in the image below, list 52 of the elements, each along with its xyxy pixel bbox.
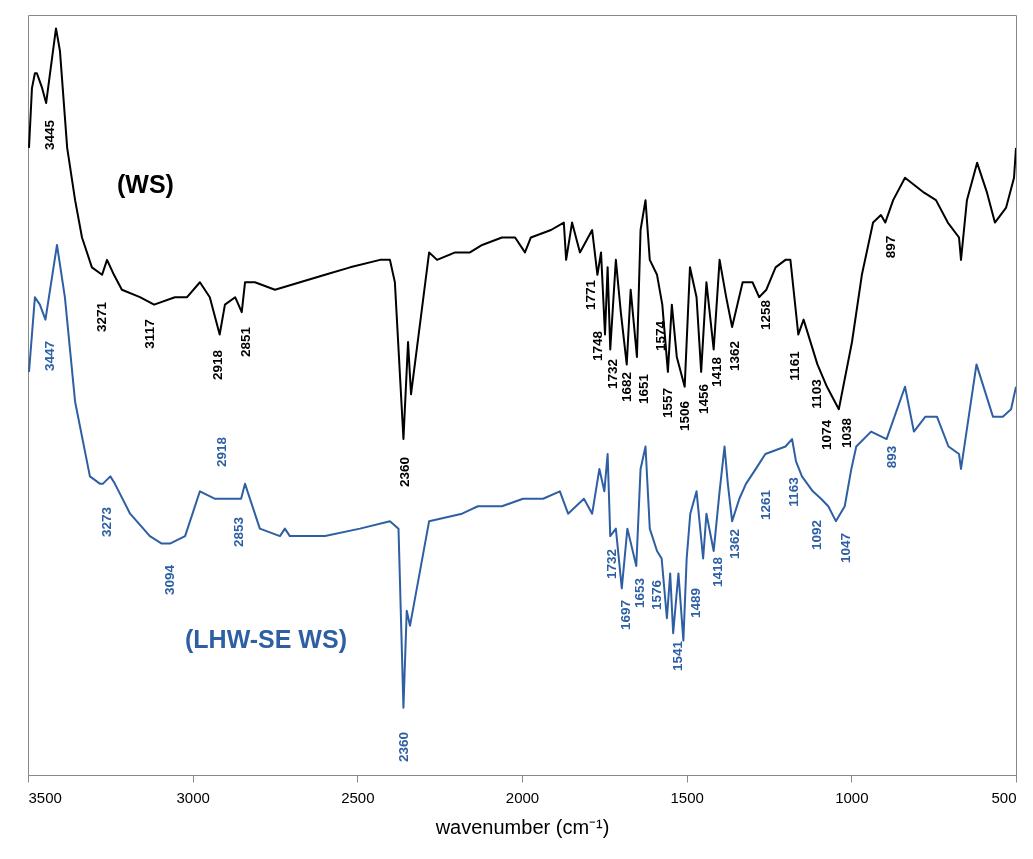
annotation: 3445 bbox=[42, 119, 57, 151]
x-axis-title: wavenumber (cm⁻¹) bbox=[434, 815, 610, 838]
annotation: 897 bbox=[883, 235, 898, 259]
annotation: 2360 bbox=[397, 456, 412, 488]
annotation: 2918 bbox=[214, 436, 229, 468]
annotation: 1047 bbox=[838, 532, 853, 564]
annotation: 1506 bbox=[677, 400, 692, 432]
annotation: 1697 bbox=[618, 599, 633, 631]
annotation: 1163 bbox=[786, 476, 801, 507]
annotation: 1418 bbox=[710, 556, 725, 588]
x-tick-label: 2000 bbox=[505, 788, 540, 806]
annotation: 1362 bbox=[727, 340, 742, 372]
annotation: 2360 bbox=[396, 731, 411, 763]
annotation: 1557 bbox=[660, 387, 675, 419]
annotation: 2918 bbox=[210, 349, 225, 381]
x-tick-label: 2500 bbox=[341, 788, 375, 806]
text: (LHW-SE WS) bbox=[185, 625, 347, 653]
annotation: 3094 bbox=[162, 564, 177, 596]
annotation: 1576 bbox=[649, 579, 664, 611]
annotation: 1748 bbox=[590, 330, 605, 362]
annotation: 1732 bbox=[604, 548, 619, 580]
annotation: 1456 bbox=[696, 383, 711, 415]
annotation: 1653 bbox=[632, 577, 647, 609]
annotation: 1541 bbox=[670, 640, 685, 672]
annotation: 2853 bbox=[231, 516, 246, 548]
annotation: 1092 bbox=[809, 519, 824, 551]
annotation: 1771 bbox=[583, 279, 598, 311]
annotation: 1651 bbox=[636, 373, 651, 405]
series-label: (WS) bbox=[117, 170, 174, 198]
annotation: 1038 bbox=[839, 417, 854, 449]
x-tick-label: 3000 bbox=[176, 788, 210, 806]
annotation: 1074 bbox=[819, 419, 834, 451]
annotation: 1362 bbox=[727, 528, 742, 560]
annotation: 1103 bbox=[809, 378, 824, 409]
x-tick-label: 1000 bbox=[835, 788, 869, 806]
x-tick-label: 500 bbox=[991, 788, 1017, 806]
x-tick-label: 1500 bbox=[670, 788, 704, 806]
annotation: 1574 bbox=[653, 320, 668, 352]
annotation: 1418 bbox=[709, 356, 724, 388]
x-tick-label: 3500 bbox=[28, 788, 62, 806]
annotation: 1489 bbox=[688, 587, 703, 619]
annotation: 3273 bbox=[99, 506, 114, 538]
annotation: 1261 bbox=[758, 489, 773, 521]
annotation: 3271 bbox=[94, 301, 109, 333]
annotation: 1258 bbox=[758, 299, 773, 331]
annotation: 2851 bbox=[238, 326, 253, 358]
annotation: 3447 bbox=[42, 340, 57, 372]
annotation: 3117 bbox=[142, 319, 157, 349]
annotation: 1161 bbox=[787, 350, 802, 381]
annotation: 893 bbox=[884, 445, 899, 469]
annotation: 1732 bbox=[605, 358, 620, 390]
annotation: 1682 bbox=[619, 371, 634, 403]
